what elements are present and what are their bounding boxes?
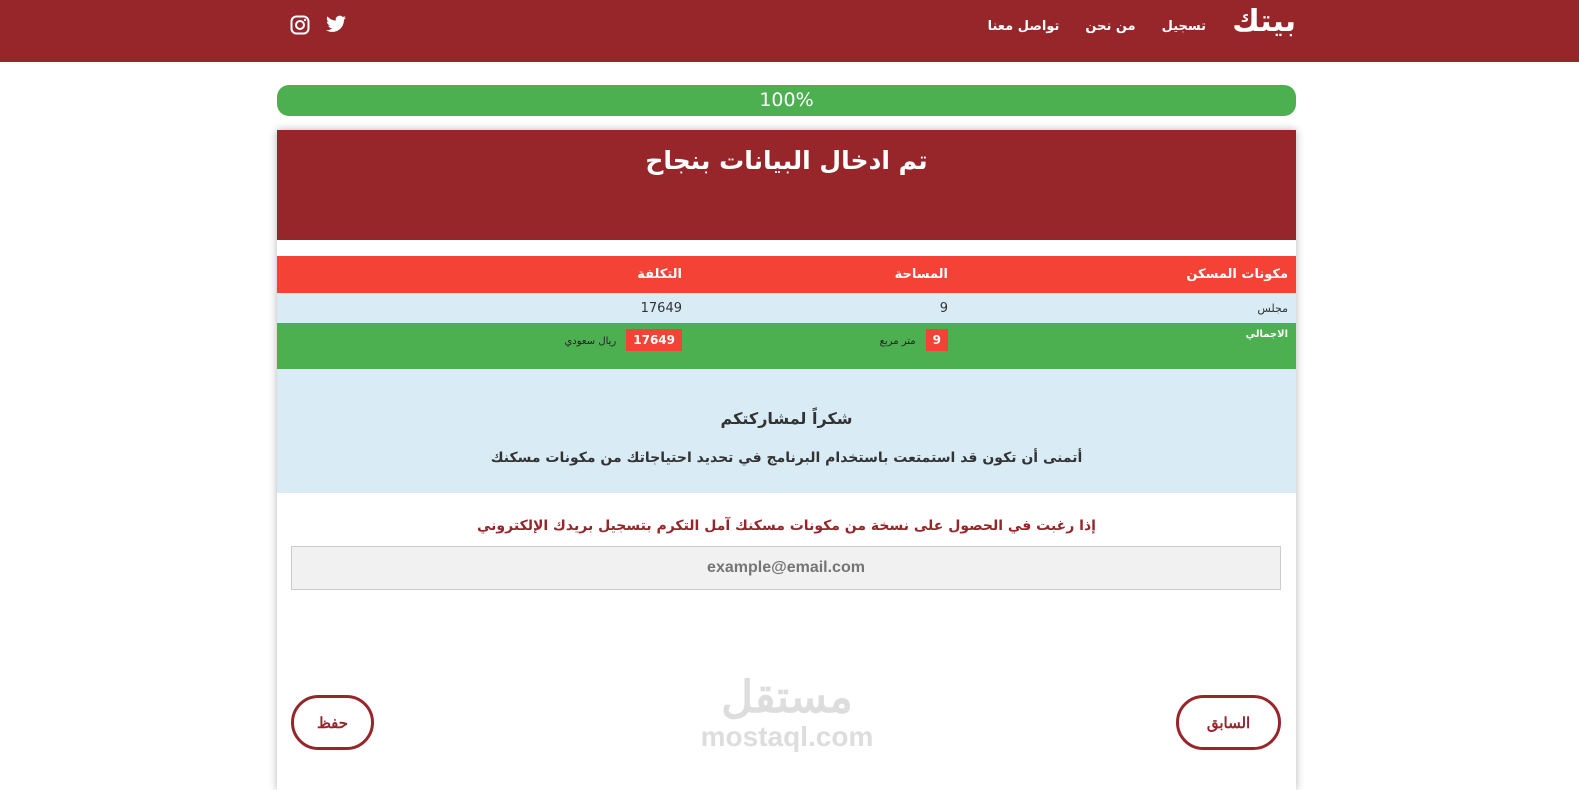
email-input[interactable] [291, 546, 1281, 590]
area-badge: 9 [925, 329, 948, 351]
previous-button[interactable]: السابق [1176, 695, 1281, 750]
brand-logo[interactable]: بيتك [1232, 4, 1296, 39]
col-component: مكونات المسكن [956, 256, 1296, 293]
email-prompt: إذا رغبت في الحصول على نسخة من مكونات مس… [477, 518, 1096, 534]
progress-bar: 100% [277, 85, 1296, 116]
instagram-icon[interactable] [290, 15, 310, 35]
nav-about[interactable]: من نحن [1085, 19, 1136, 34]
total-row: الاجمالي 9متر مربع 17649ريال سعودي [277, 323, 1296, 369]
thanks-panel: شكراً لمشاركتكم أتمنى أن تكون قد استمتعت… [277, 369, 1296, 493]
results-table: مكونات المسكن المساحة التكلفة مجلس 9 176… [277, 256, 1296, 369]
nav-register[interactable]: تسجيل [1161, 19, 1206, 34]
nav-contact[interactable]: تواصل معنا [987, 19, 1060, 34]
col-area: المساحة [690, 256, 956, 293]
table-row: مجلس 9 17649 [277, 293, 1296, 323]
card-title: تم ادخال البيانات بنجاح [277, 130, 1296, 240]
result-card: تم ادخال البيانات بنجاح مكونات المسكن ال… [277, 130, 1296, 790]
col-cost: التكلفة [277, 256, 690, 293]
twitter-icon[interactable] [326, 15, 346, 33]
navbar: بيتك تسجيل من نحن تواصل معنا [0, 0, 1579, 62]
cost-badge: 17649 [626, 329, 682, 351]
watermark: مستقل mostaql.com [700, 673, 874, 753]
save-button[interactable]: حفظ [291, 695, 374, 750]
